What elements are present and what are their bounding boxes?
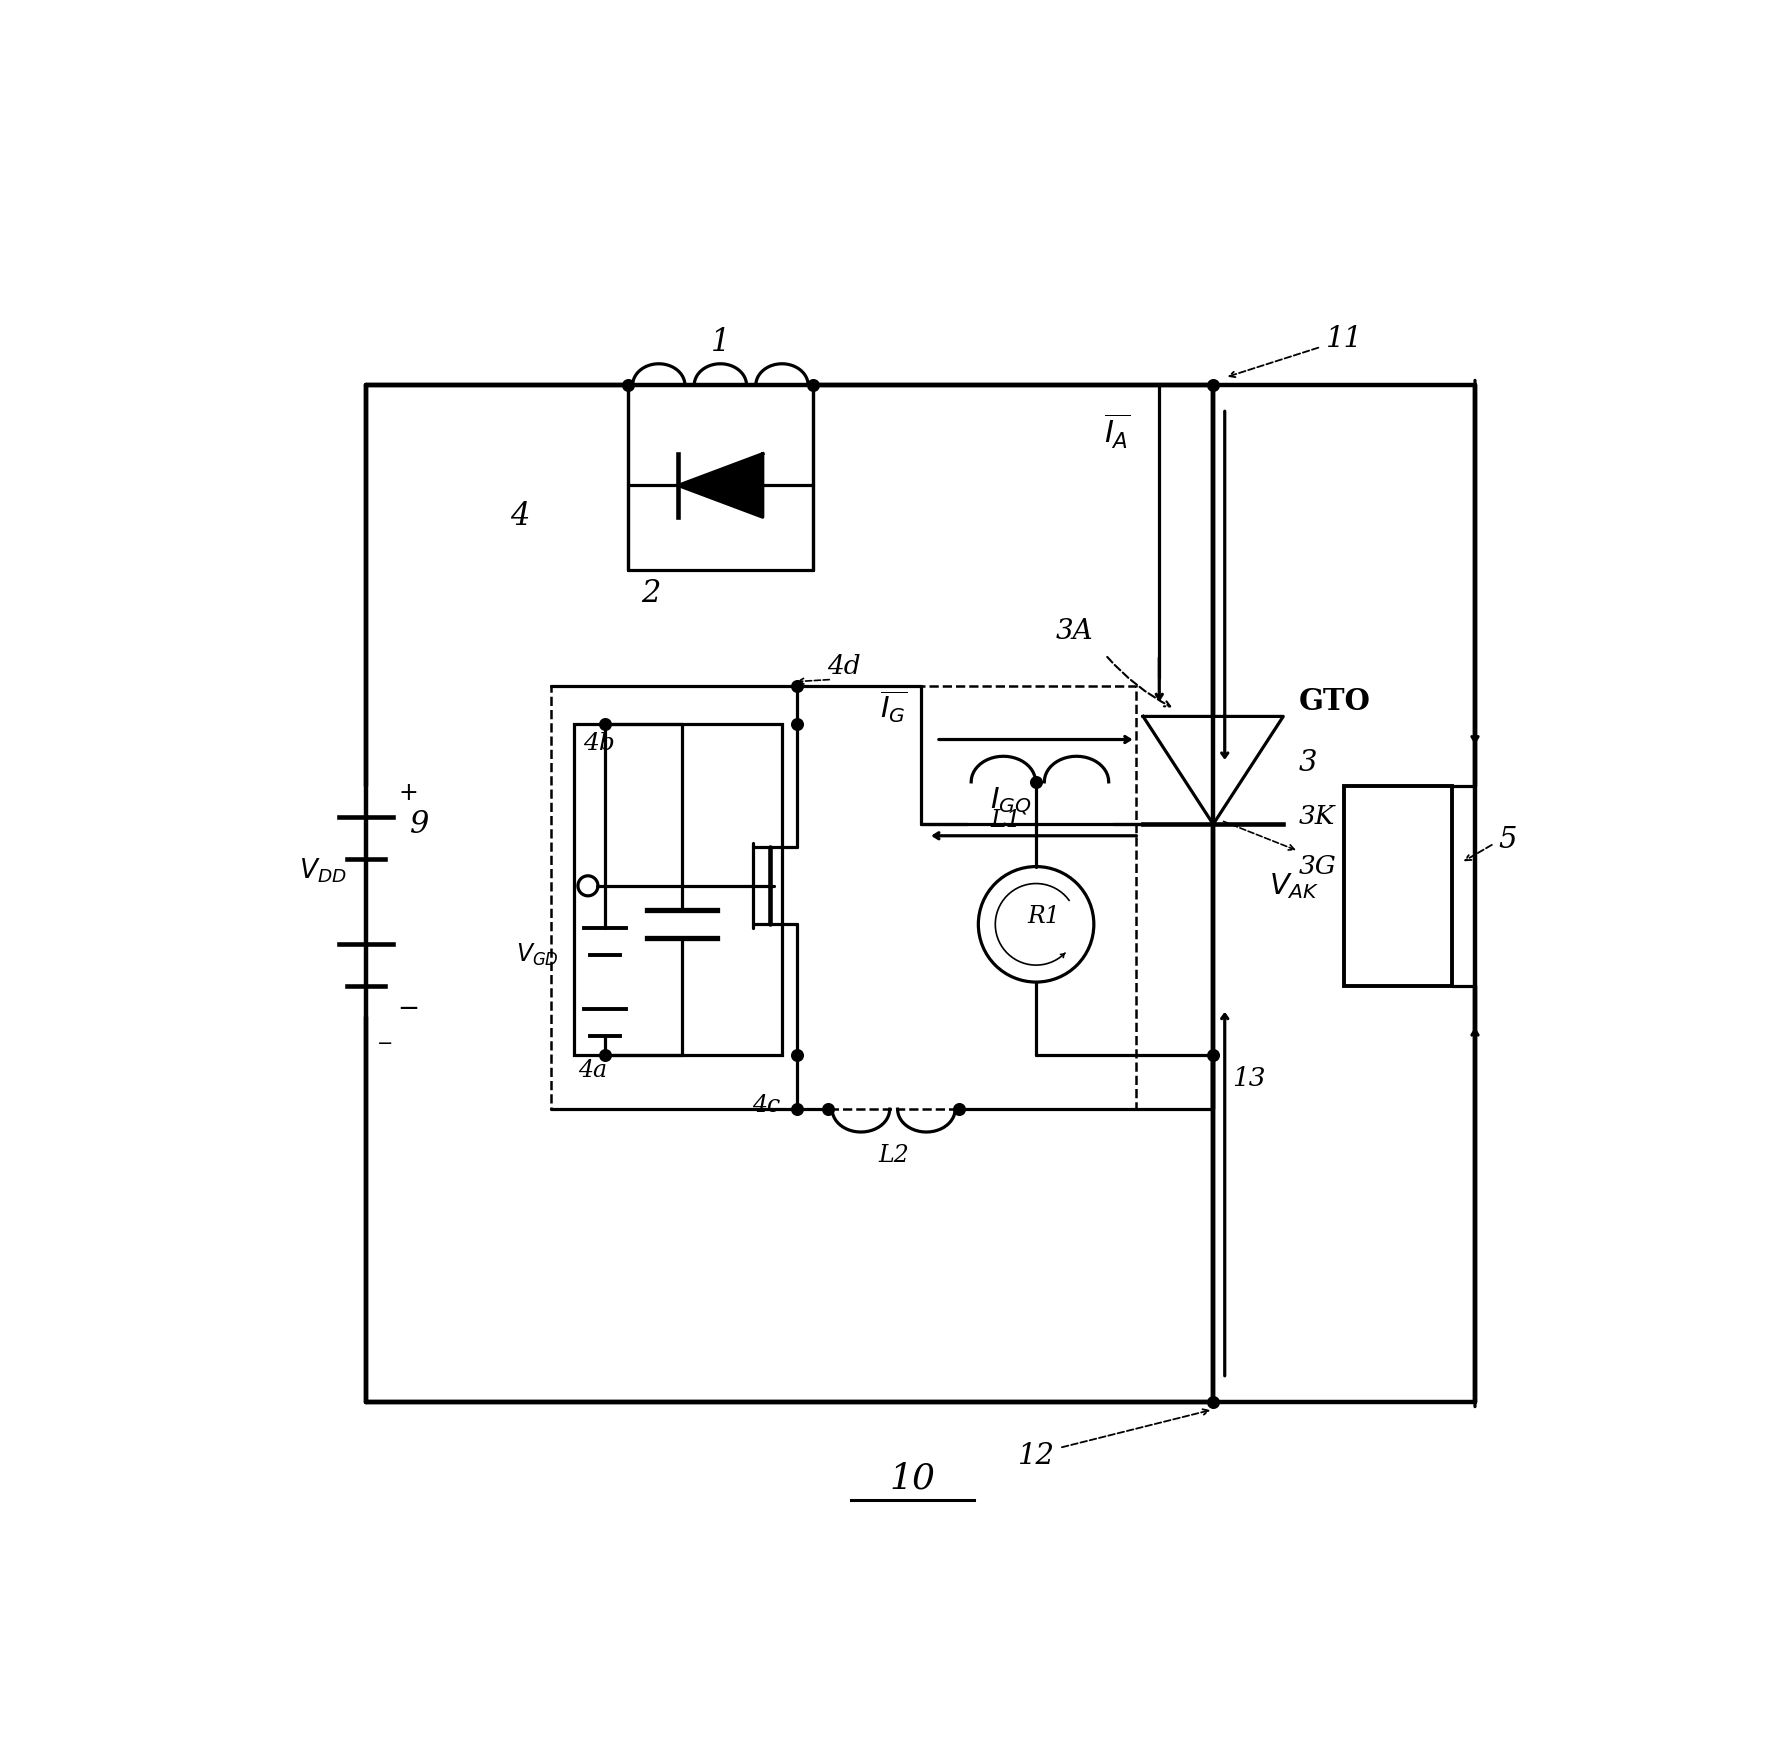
Text: 4: 4 (511, 500, 530, 531)
Text: 9: 9 (411, 809, 430, 839)
Text: 10: 10 (891, 1461, 935, 1496)
Text: 4a: 4a (578, 1059, 607, 1082)
Text: 3: 3 (1299, 748, 1317, 776)
Text: GTO: GTO (1299, 687, 1371, 715)
Text: R1: R1 (1028, 905, 1060, 928)
Text: $I_{GQ}$: $I_{GQ}$ (991, 785, 1032, 816)
Text: $\overline{I_A}$: $\overline{I_A}$ (1103, 413, 1130, 451)
Text: 13: 13 (1232, 1066, 1266, 1091)
Text: 3A: 3A (1055, 619, 1094, 645)
Text: 4c: 4c (753, 1094, 780, 1117)
Point (591, 1042, 619, 1070)
Point (1200, 371, 1228, 399)
Polygon shape (678, 454, 762, 517)
Text: 5: 5 (1498, 825, 1517, 853)
Point (1021, 767, 1050, 795)
Point (798, 371, 826, 399)
Text: $V_{AK}$: $V_{AK}$ (1269, 871, 1319, 900)
Point (614, 371, 643, 399)
Point (784, 1042, 812, 1070)
Text: 4b: 4b (584, 732, 616, 755)
Text: $V_{GD}$: $V_{GD}$ (516, 942, 559, 968)
Point (1200, 1388, 1228, 1416)
Text: −: − (377, 1035, 394, 1052)
Text: +: + (398, 781, 418, 806)
Text: $\overline{I_G}$: $\overline{I_G}$ (880, 689, 907, 725)
Text: $V_{DD}$: $V_{DD}$ (300, 857, 346, 884)
Text: 4d: 4d (826, 654, 860, 680)
Text: L2: L2 (878, 1143, 909, 1166)
Text: 11: 11 (1326, 325, 1362, 353)
Bar (1344, 785, 1451, 986)
Point (784, 710, 812, 738)
Text: 3G: 3G (1299, 855, 1337, 879)
Bar (575, 724, 782, 1056)
Text: 12: 12 (1017, 1442, 1055, 1470)
Text: 2: 2 (641, 579, 660, 608)
Polygon shape (1142, 717, 1283, 825)
Text: 3K: 3K (1299, 804, 1335, 829)
Point (591, 710, 619, 738)
Point (814, 1096, 843, 1124)
Text: 1: 1 (710, 327, 730, 358)
Point (784, 1096, 812, 1124)
Text: L1: L1 (991, 809, 1021, 832)
Text: −: − (398, 996, 419, 1023)
Point (944, 1096, 973, 1124)
Point (784, 671, 812, 699)
Point (1200, 1042, 1228, 1070)
